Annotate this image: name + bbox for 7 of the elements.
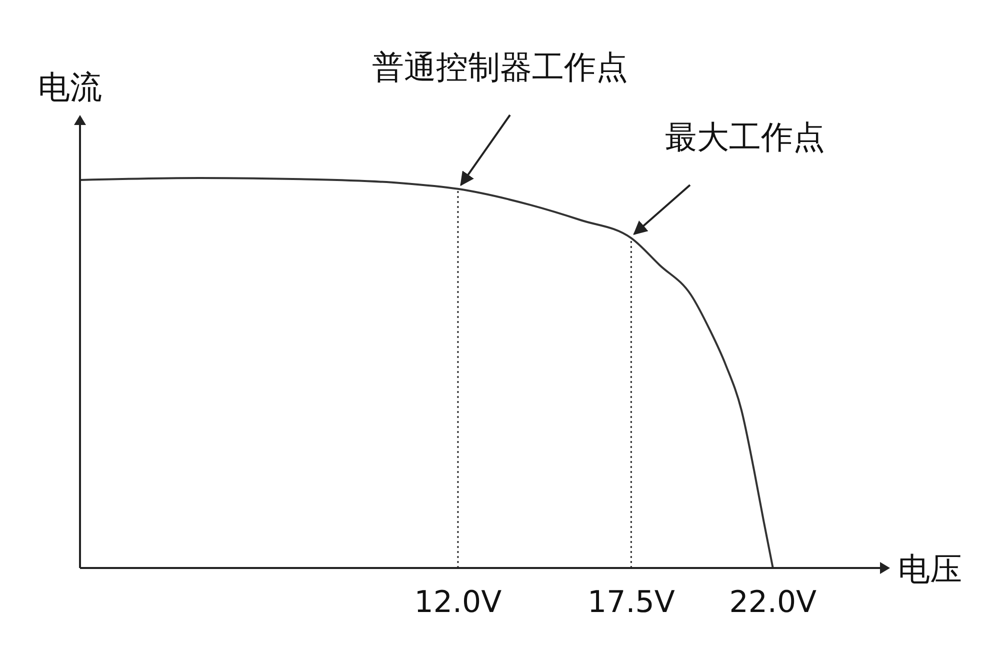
- x-tick-label: 22.0V: [729, 585, 818, 620]
- y-axis-title: 电流: [38, 68, 102, 106]
- x-tick-label: 17.5V: [588, 585, 676, 620]
- annotation: 最大工作点: [665, 118, 825, 156]
- x-tick-label: 12.0V: [414, 585, 502, 620]
- x-axis-title: 电压: [898, 550, 962, 588]
- annotation: 普通控制器工作点: [372, 48, 628, 86]
